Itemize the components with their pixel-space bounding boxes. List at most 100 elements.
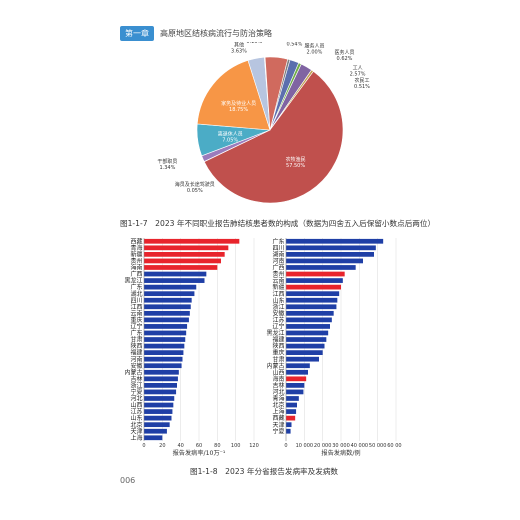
pie-label-pct: 57.50% [286, 163, 305, 169]
x-tick-label: 100 [231, 443, 241, 449]
bar [286, 376, 307, 382]
category-label: 重庆 [130, 316, 142, 324]
pie-label-name: 工人 [353, 66, 363, 72]
category-label: 海南 [272, 375, 284, 383]
category-label: 云南 [272, 277, 284, 285]
bar [286, 396, 299, 401]
category-label: 新疆 [272, 283, 284, 291]
bar [286, 324, 330, 329]
category-label: 江西 [130, 304, 142, 311]
bar [286, 389, 304, 395]
pie-label-pct: 3.63% [231, 48, 247, 54]
bar [286, 422, 292, 428]
bar [144, 317, 189, 323]
category-label: 北京 [272, 401, 284, 409]
x-tick-label: 60 [196, 443, 202, 449]
bar [286, 304, 337, 310]
bar [144, 324, 188, 329]
x-tick-label: 20 000 [314, 443, 332, 449]
category-label: 吉林 [130, 375, 142, 383]
category-label: 湖北 [130, 290, 142, 298]
bar [286, 284, 341, 290]
bar [144, 396, 175, 401]
pie-label-pct: 0.62% [337, 56, 353, 62]
pie-label-name: 农牧渔民 [286, 156, 306, 163]
x-tick-label: 60 000 [387, 443, 402, 449]
category-label: 广西 [272, 264, 284, 272]
bar [286, 238, 384, 244]
bar [144, 330, 187, 336]
bar [286, 343, 325, 349]
bar [144, 265, 218, 270]
bar [144, 402, 174, 408]
category-label: 浙江 [272, 303, 284, 311]
bar [286, 356, 319, 362]
bar [144, 343, 185, 349]
incidence-rate-bar-chart: 0 20 40 60 80 100 120西藏青海新疆贵州海南广西黑龙江广东湖北四川江西云南… [124, 237, 259, 457]
x-tick-label: 50 000 [369, 443, 387, 449]
x-tick-label: 80 [214, 443, 220, 449]
pie-label-pct: 18.75% [229, 107, 248, 113]
bar [144, 297, 192, 303]
category-label: 辽宁 [130, 323, 142, 331]
pie-label-name: 干部职员 [157, 158, 177, 165]
category-label: 安徽 [130, 362, 142, 370]
bar [286, 428, 291, 434]
x-tick-label: 120 [249, 443, 259, 449]
category-label: 吉林 [272, 381, 284, 389]
bar [286, 337, 327, 342]
bar [144, 383, 177, 388]
x-tick-label: 20 [159, 443, 165, 449]
bar [286, 245, 376, 251]
chapter-title: 高原地区结核病流行与防治策略 [160, 29, 272, 38]
bar [144, 304, 191, 310]
category-label: 云南 [130, 309, 142, 317]
category-label: 新疆 [130, 250, 142, 258]
page-number: 006 [120, 476, 136, 485]
bar [286, 369, 308, 375]
category-label: 重庆 [272, 349, 284, 357]
bar [286, 402, 297, 408]
bar [286, 258, 363, 264]
category-label: 河北 [272, 388, 284, 396]
category-label: 河南 [272, 257, 284, 265]
category-label: 海南 [130, 264, 142, 272]
bar [144, 356, 183, 362]
bar [144, 271, 207, 277]
bar [144, 435, 163, 441]
category-label: 甘肃 [130, 336, 142, 344]
pie-label-pct: 7.05% [222, 138, 238, 144]
bar [286, 297, 338, 303]
pie-label-pct: 0.54% [286, 42, 302, 48]
bar [286, 415, 296, 421]
occupation-pie-chart: 教师0.54%服务人员2.00%医务人员0.62%工人2.57%农民工0.51%… [157, 42, 370, 204]
category-label: 青海 [130, 244, 142, 252]
category-label: 四川 [272, 245, 284, 252]
category-label: 上海 [272, 408, 284, 416]
bar [144, 369, 179, 375]
category-label: 江苏 [130, 408, 142, 416]
bar [286, 409, 297, 414]
x-tick-label: 0 [142, 443, 145, 449]
bar [144, 376, 178, 382]
x-axis-label: 报告发病率/10万⁻¹ [173, 449, 226, 457]
x-axis-label: 报告发病数/例 [321, 449, 360, 457]
x-tick-label: 0 [284, 443, 287, 449]
bar [144, 238, 240, 244]
category-label: 上海 [130, 434, 142, 442]
category-label: 广西 [130, 270, 142, 278]
category-label: 辽宁 [272, 323, 284, 331]
category-label: 广东 [130, 283, 142, 291]
pie-label-pct: 2.57% [350, 72, 366, 78]
category-label: 陕西 [272, 342, 284, 350]
category-label: 宁夏 [272, 427, 284, 435]
category-label: 山西 [272, 368, 284, 376]
bar [286, 265, 356, 270]
bar [286, 363, 310, 369]
category-label: 广东 [272, 237, 284, 245]
category-label: 黑龙江 [266, 329, 284, 337]
category-label: 陕西 [130, 342, 142, 350]
bar [144, 284, 197, 290]
x-tick-label: 40 000 [351, 443, 369, 449]
